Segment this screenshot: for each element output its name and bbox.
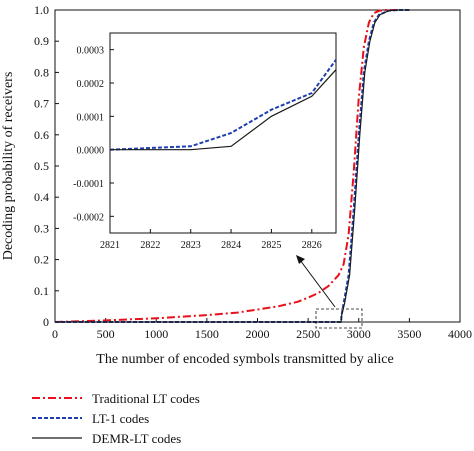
zoom-region-box — [315, 308, 363, 329]
zoom-arrow-head — [296, 255, 305, 264]
inset-y-tick-label: -0.0002 — [73, 212, 104, 223]
inset-y-tick-label: 0.0002 — [77, 79, 105, 90]
legend-label-lt-1: LT-1 codes — [92, 411, 149, 426]
inset-series-lines — [109, 59, 337, 151]
inset-series-lt-1-codes — [109, 59, 337, 151]
legend: Traditional LT codes LT-1 codes DEMR-LT … — [32, 391, 200, 446]
main-y-tick-label: 0.6 — [34, 128, 49, 142]
main-x-tick-label: 2000 — [246, 327, 270, 341]
inset-x-tick-label: 2826 — [302, 240, 322, 251]
inset-y-tick-label: 0.0000 — [77, 146, 105, 157]
inset-x-tick-label: 2823 — [181, 240, 201, 251]
main-y-tick-label: 0.7 — [34, 97, 49, 111]
legend-label-demr-lt: DEMR-LT codes — [92, 431, 181, 446]
inset-y-tick-label: 0.0001 — [77, 112, 105, 123]
main-y-tick-label: 0.5 — [34, 159, 49, 173]
main-y-tick-label: 0.3 — [34, 221, 49, 235]
main-x-tick-label: 3500 — [397, 327, 421, 341]
main-x-tick-label: 1500 — [195, 327, 219, 341]
main-y-tick-label: 1.0 — [34, 3, 49, 17]
main-y-tick-label: 0.2 — [34, 253, 49, 267]
main-axis-ticks: 0 500 1000 1500 2000 2500 3000 3500 4000 0 0.1 0.2 0… — [34, 3, 472, 341]
inset-y-tick-label: 0.0003 — [77, 46, 105, 57]
main-x-tick-label: 4000 — [448, 327, 472, 341]
inset-x-tick-label: 2824 — [221, 240, 241, 251]
main-x-tick-label: 1000 — [144, 327, 168, 341]
legend-label-traditional-lt: Traditional LT codes — [92, 391, 200, 406]
main-y-tick-label: 0.1 — [34, 284, 49, 298]
zoom-arrow-line — [299, 259, 336, 308]
main-series-lines — [54, 9, 410, 323]
inset-plot-area — [109, 32, 337, 234]
y-axis-label: Decoding probability of receivers — [1, 72, 16, 261]
main-y-tick-label: 0.4 — [34, 190, 49, 204]
inset-x-tick-label: 2825 — [261, 240, 281, 251]
main-y-tick-label: 0.8 — [34, 65, 49, 79]
inset-x-tick-label: 2821 — [100, 240, 120, 251]
x-axis-label: The number of encoded symbols transmitte… — [96, 352, 393, 367]
main-x-tick-label: 500 — [97, 327, 115, 341]
main-y-tick-label: 0.9 — [34, 34, 49, 48]
inset-y-tick-label: -0.0001 — [73, 179, 104, 190]
inset-x-tick-label: 2822 — [140, 240, 160, 251]
main-x-tick-label: 0 — [52, 327, 58, 341]
main-x-tick-label: 3000 — [347, 327, 371, 341]
inset-axis-ticks: 2821 2822 2823 2824 2825 2826 0.0003 0.0002 0.00… — [73, 46, 322, 251]
main-series-demr-lt-codes — [55, 9, 410, 323]
main-y-tick-label: 0 — [43, 315, 49, 329]
main-series-traditional-lt-codes — [54, 9, 410, 323]
inset-series-demr-lt-codes — [110, 69, 337, 151]
main-x-tick-label: 2500 — [296, 327, 320, 341]
